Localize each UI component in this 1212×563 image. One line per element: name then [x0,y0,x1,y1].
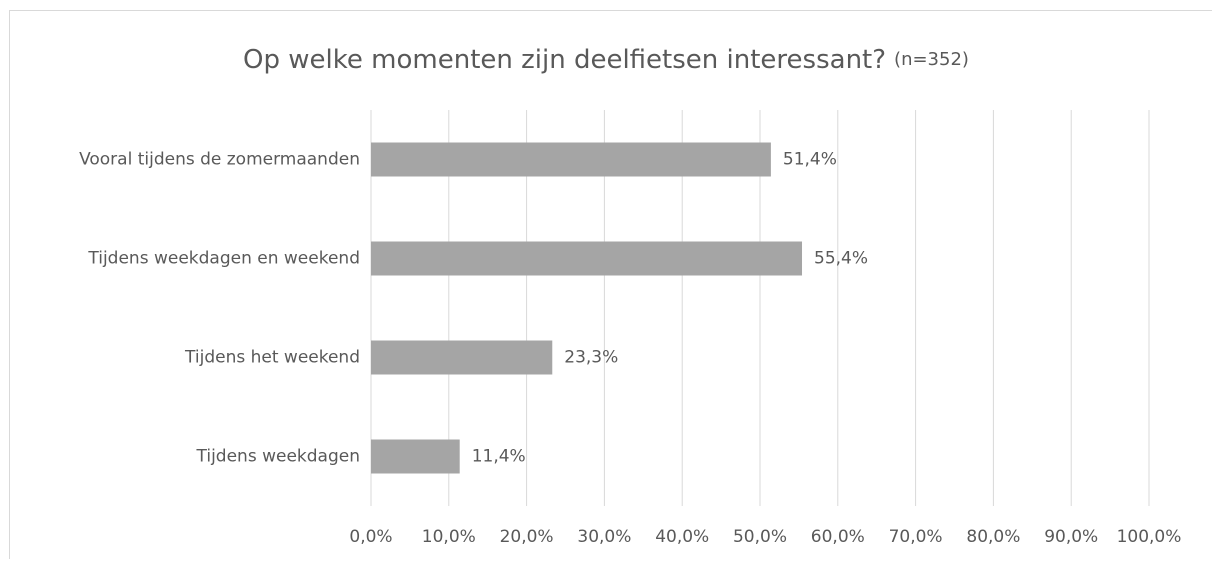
x-tick-label: 100,0% [1117,527,1182,547]
x-tick-label: 0,0% [349,527,392,547]
bar [371,341,552,375]
x-tick-label: 90,0% [1044,527,1098,547]
x-tick-label: 10,0% [422,527,476,547]
chart-subtitle: (n=352) [894,49,969,70]
bar [371,143,771,177]
x-tick-label: 20,0% [500,527,554,547]
bar [371,440,460,474]
value-label: 55,4% [814,249,868,269]
y-tick-label: Tijdens weekdagen en weekend [87,249,360,269]
chart-frame [10,11,1212,560]
y-tick-label: Tijdens weekdagen [196,447,361,467]
chart-heading: Op welke momenten zijn deelfietsen inter… [243,45,969,75]
bar [371,242,802,276]
y-tick-label: Tijdens het weekend [184,348,360,368]
x-tick-label: 70,0% [889,527,943,547]
x-tick-label: 60,0% [811,527,865,547]
x-tick-label: 80,0% [966,527,1020,547]
y-tick-label: Vooral tijdens de zomermaanden [79,150,360,170]
value-label: 11,4% [472,447,526,467]
x-tick-label: 40,0% [655,527,709,547]
x-tick-label: 50,0% [733,527,787,547]
value-label: 23,3% [564,348,618,368]
x-tick-label: 30,0% [577,527,631,547]
chart-title: Op welke momenten zijn deelfietsen inter… [243,45,886,75]
value-label: 51,4% [783,150,837,170]
